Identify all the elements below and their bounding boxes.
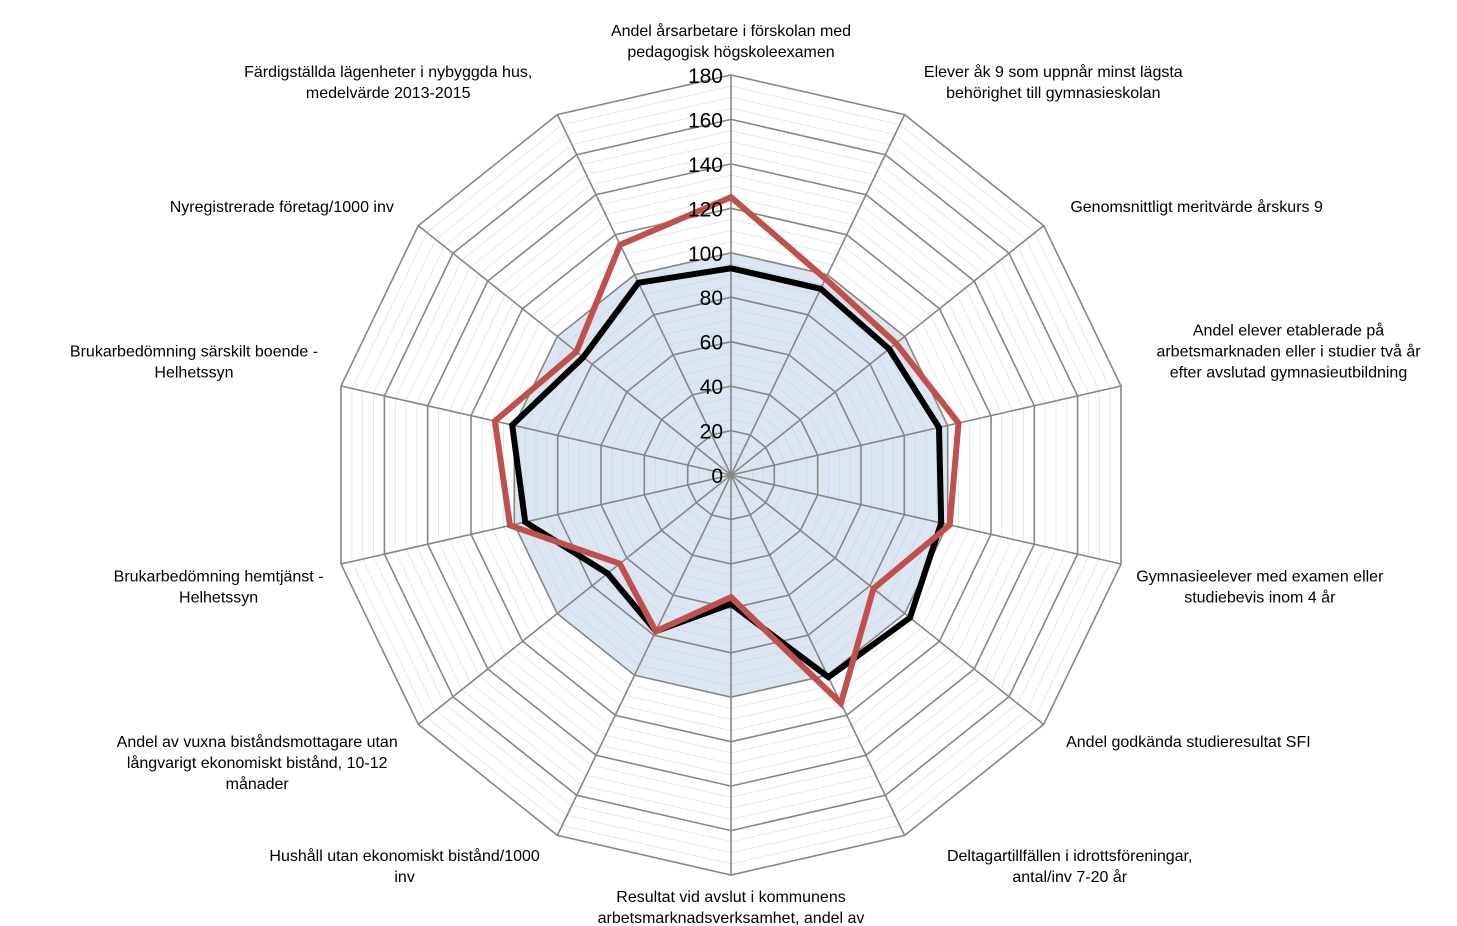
axis-label-line: Brukarbedömning hemtjänst - <box>114 569 324 586</box>
axis-label-line: Helhetssyn <box>179 590 258 607</box>
axis-labels-layer: Andel årsarbetare i förskolan med pedagog… <box>70 22 1421 926</box>
axis-label: Brukarbedömning hemtjänst - Helhetssyn <box>114 569 324 607</box>
tick-label: 120 <box>688 198 723 221</box>
axis-label-line: inv <box>394 869 414 886</box>
axis-label-line: Andel årsarbetare i förskolan med <box>611 22 851 40</box>
axis-label-line: Brukarbedömning särskilt boende - <box>70 343 318 360</box>
tick-label: 180 <box>688 65 723 88</box>
axis-spoke <box>556 474 732 836</box>
axis-spoke <box>730 474 906 836</box>
tick-label: 0 <box>711 465 723 488</box>
axis-label-line: studiebevis inom 4 år <box>1184 589 1336 607</box>
axis-spoke <box>556 114 732 476</box>
series-line-black <box>509 265 945 681</box>
axis-label-line: Andel elever etablerade på <box>1193 321 1384 339</box>
axis-spoke <box>730 385 1122 476</box>
axis-spoke <box>730 114 906 476</box>
axis-label-line: pedagogisk högskoleexamen <box>627 44 834 61</box>
axis-label: Andel av vuxna biståndsmottagare utan lån… <box>117 733 398 793</box>
axis-label-line: Hushåll utan ekonomiskt bistånd/1000 <box>269 847 539 865</box>
axis-spoke <box>730 474 1122 565</box>
axis-label-line: efter avslutad gymnasieutbildning <box>1170 364 1407 381</box>
axis-label-line: Helhetssyn <box>154 364 233 381</box>
axis-label-line: Färdigställda lägenheter i nybyggda hus, <box>244 64 532 81</box>
axis-label: Deltagartillfällen i idrottsföreningar, a… <box>947 848 1192 886</box>
axis-spoke <box>730 474 1045 726</box>
axis-label-line: arbetsmarknadsverksamhet, andel av <box>598 910 865 926</box>
axis-label: Färdigställda lägenheter i nybyggda hus,… <box>244 64 532 102</box>
axis-label: Hushåll utan ekonomiskt bistånd/1000 inv <box>269 847 539 886</box>
axis-label-line: Elever åk 9 som uppnår minst lägsta <box>924 63 1183 81</box>
axis-label-line: arbetsmarknaden eller i studier två år <box>1156 342 1421 360</box>
axis-spoke <box>417 474 732 726</box>
tick-labels-layer: 0 20 40 60 80 100 120 140 160 180 <box>688 65 723 488</box>
axis-label-line: Gymnasieelever med examen eller <box>1136 569 1384 586</box>
tick-label: 100 <box>688 243 723 266</box>
axis-label-line: Andel av vuxna biståndsmottagare utan <box>117 733 398 751</box>
axis-label-line: Resultat vid avslut i kommunens <box>616 889 845 906</box>
axis-label: Brukarbedömning särskilt boende - Helhets… <box>70 343 318 381</box>
axis-label-line: långvarigt ekonomiskt bistånd, 10-12 <box>127 754 388 772</box>
axis-label: Gymnasieelever med examen eller studiebev… <box>1136 569 1384 607</box>
axis-label-line: behörighet till gymnasieskolan <box>946 85 1160 102</box>
tick-label: 160 <box>688 109 723 132</box>
tick-label: 140 <box>688 154 723 177</box>
axis-spoke <box>340 474 732 565</box>
axis-label: Andel årsarbetare i förskolan med pedagog… <box>611 22 851 61</box>
axis-spoke <box>340 385 732 476</box>
tick-label: 80 <box>700 287 723 310</box>
axis-label-line: Andel godkända studieresultat SFI <box>1066 734 1311 751</box>
axis-label: Andel elever etablerade på arbetsmarknade… <box>1156 321 1421 381</box>
axis-spokes-layer <box>340 75 1122 875</box>
axis-label-line: Deltagartillfällen i idrottsföreningar, <box>947 848 1192 865</box>
tick-label: 40 <box>700 376 723 399</box>
axis-label-line: månader <box>226 775 290 793</box>
series-line-red <box>491 193 962 709</box>
tick-label: 20 <box>700 421 723 444</box>
series-layer <box>491 193 962 709</box>
axis-label: Genomsnittligt meritvärde årskurs 9 <box>1070 198 1323 216</box>
axis-label-line: medelvärde 2013-2015 <box>306 85 471 102</box>
axis-label-line: Genomsnittligt meritvärde årskurs 9 <box>1070 198 1323 216</box>
axis-label: Resultat vid avslut i kommunens arbetsmar… <box>598 889 865 926</box>
axis-label: Nyregistrerade företag/1000 inv <box>170 199 394 216</box>
axis-label-line: antal/inv 7-20 år <box>1012 868 1127 886</box>
tick-label: 60 <box>700 332 723 355</box>
axis-label: Andel godkända studieresultat SFI <box>1066 734 1311 751</box>
axis-label-line: Nyregistrerade företag/1000 inv <box>170 199 394 216</box>
axis-label: Elever åk 9 som uppnår minst lägsta behör… <box>924 63 1183 102</box>
